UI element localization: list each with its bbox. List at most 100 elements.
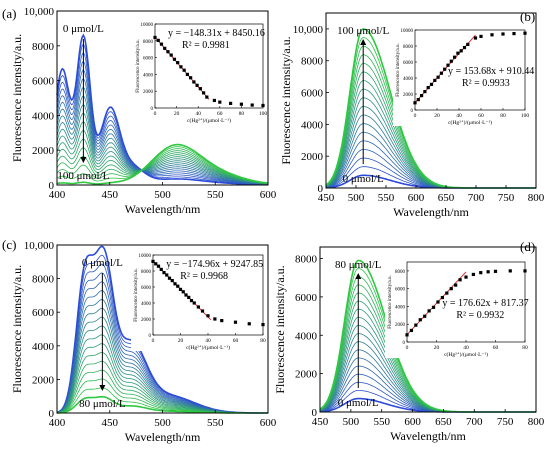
- y-tick-label: 10,000: [24, 6, 55, 18]
- x-tick-label: 500: [154, 417, 171, 429]
- inset-data-point: [423, 314, 427, 318]
- inset-y-tick-label: 6000: [403, 61, 414, 66]
- inset-data-point: [459, 49, 463, 53]
- inset-data-point: [512, 32, 516, 36]
- inset-x-tick-label: 80: [500, 113, 506, 119]
- inset-data-point: [486, 270, 490, 274]
- panel-a: 400 450 500 550 6000200040006000800010,000Wa…: [2, 6, 277, 216]
- inset-y-tick-label: 6000: [143, 57, 154, 62]
- x-tick-label: 450: [312, 416, 329, 428]
- inset-data-point: [449, 287, 453, 291]
- inset-data-point: [200, 309, 205, 313]
- inset-equation: y = −174.96x + 9247.85: [166, 259, 263, 270]
- inset-data-point: [153, 35, 157, 40]
- inset-data-point: [192, 80, 196, 84]
- inset-data-point: [466, 42, 470, 46]
- inset-data-point: [166, 50, 170, 54]
- x-tick-label: 450: [102, 417, 119, 429]
- concentration-label-bottom: 0 μmol/L: [338, 397, 379, 409]
- spectrum-line: [56, 95, 269, 185]
- inset-x-tick-label: 20: [178, 338, 184, 344]
- inset-data-point: [156, 264, 161, 268]
- y-tick-label: 8000: [32, 274, 55, 286]
- inset-data-point: [181, 290, 185, 294]
- arrow-head: [360, 39, 367, 45]
- inset-data-point: [233, 320, 238, 324]
- x-tick-label: 650: [438, 192, 455, 204]
- concentration-label-bottom: 0 μmol/L: [343, 173, 384, 185]
- inset-data-point: [192, 301, 196, 305]
- inset-data-point: [423, 90, 427, 94]
- y-tick-label: 8000: [301, 56, 324, 68]
- x-tick-label: 500: [343, 416, 360, 428]
- inset-data-point: [490, 33, 494, 37]
- inset-data-point: [479, 34, 483, 38]
- inset-r-squared: R² = 0.9968: [180, 271, 228, 282]
- inset-data-point: [431, 305, 436, 309]
- inset-x-tick-label: 40: [205, 338, 211, 344]
- inset-x-tick-label: 80: [239, 111, 245, 117]
- spectrum-line: [56, 60, 268, 185]
- x-axis-label: Wavelength/nm: [125, 430, 201, 444]
- panel-c: 400 450 500 550 6000200040006000800010,000Wa…: [2, 237, 277, 444]
- inset-x-axis-label: c(Hg²⁺)/(μmol·L⁻¹): [444, 351, 488, 358]
- inset-data-point: [501, 32, 505, 36]
- inset-r-squared: R² = 0.9933: [462, 78, 510, 89]
- y-tick-label: 2000: [32, 374, 55, 386]
- inset-x-tick-label: 80: [522, 345, 528, 351]
- inset-y-tick-label: 10000: [401, 29, 414, 34]
- inset-y-tick-label: 10000: [141, 23, 154, 28]
- spectrum-line: [56, 112, 269, 185]
- inset-data-point: [159, 267, 163, 271]
- spectrum-line: [56, 51, 268, 185]
- inset-data-point: [261, 323, 265, 327]
- inset-data-point: [458, 278, 462, 282]
- x-tick-label: 750: [497, 416, 514, 428]
- inset-data-point: [493, 269, 498, 273]
- inset-data-point: [414, 323, 418, 327]
- spectrum-line: [56, 143, 269, 185]
- inset-data-point: [446, 63, 450, 67]
- x-tick-label: 550: [207, 417, 224, 429]
- inset-data-point: [159, 42, 164, 46]
- inset-data-point: [471, 272, 475, 277]
- inset-x-tick-label: 60: [233, 338, 239, 344]
- inset-y-axis-label: Fluorescence intensity/a.u.: [136, 39, 141, 92]
- inset-data-point: [261, 103, 265, 108]
- inset-y-tick-label: 0: [149, 334, 152, 339]
- inset-frame: [154, 23, 264, 109]
- inset-y-tick-label: 4000: [141, 302, 152, 307]
- x-tick-label: 800: [528, 416, 545, 428]
- x-tick-label: 400: [49, 417, 66, 429]
- x-tick-label: 400: [49, 189, 66, 201]
- inset-data-point: [239, 102, 243, 106]
- inset-data-point: [229, 101, 233, 105]
- x-tick-label: 800: [528, 192, 545, 204]
- inset-x-axis-label: c(Hg²⁺)/(μmol·L⁻¹): [186, 344, 230, 351]
- inset-data-point: [462, 46, 467, 50]
- inset-data-point: [206, 314, 210, 318]
- inset-y-tick-label: 6000: [141, 286, 152, 291]
- spectrum-line: [56, 129, 269, 185]
- inset-equation: y = 153.68x + 910.44: [448, 66, 534, 77]
- inset-data-point: [182, 68, 186, 72]
- x-axis-label: Wavelength/nm: [125, 202, 201, 216]
- inset-data-point: [443, 67, 447, 71]
- y-tick-label: 2000: [301, 151, 324, 163]
- y-tick-label: 10,000: [293, 24, 324, 36]
- inset-x-tick-label: 40: [456, 113, 462, 119]
- arrow-head: [80, 157, 87, 163]
- y-tick-label: 6000: [32, 307, 55, 319]
- inset-background: [131, 251, 267, 351]
- y-tick-label: 0: [318, 183, 324, 195]
- inset-y-tick-label: 2000: [403, 93, 414, 98]
- x-axis-label: Wavelength/nm: [393, 205, 469, 219]
- inset-data-point: [416, 98, 420, 102]
- inset-y-tick-label: 0: [403, 341, 406, 346]
- inset-plot: 0 20 40 60 80 0 2000 4000 6000 8000 10000 c(Hg²⁺)/(…: [131, 251, 267, 351]
- y-tick-label: 8000: [295, 254, 318, 266]
- inset-x-tick-label: 0: [414, 113, 417, 119]
- inset-data-point: [163, 46, 167, 50]
- inset-data-point: [429, 82, 434, 86]
- inset-data-point: [439, 71, 443, 75]
